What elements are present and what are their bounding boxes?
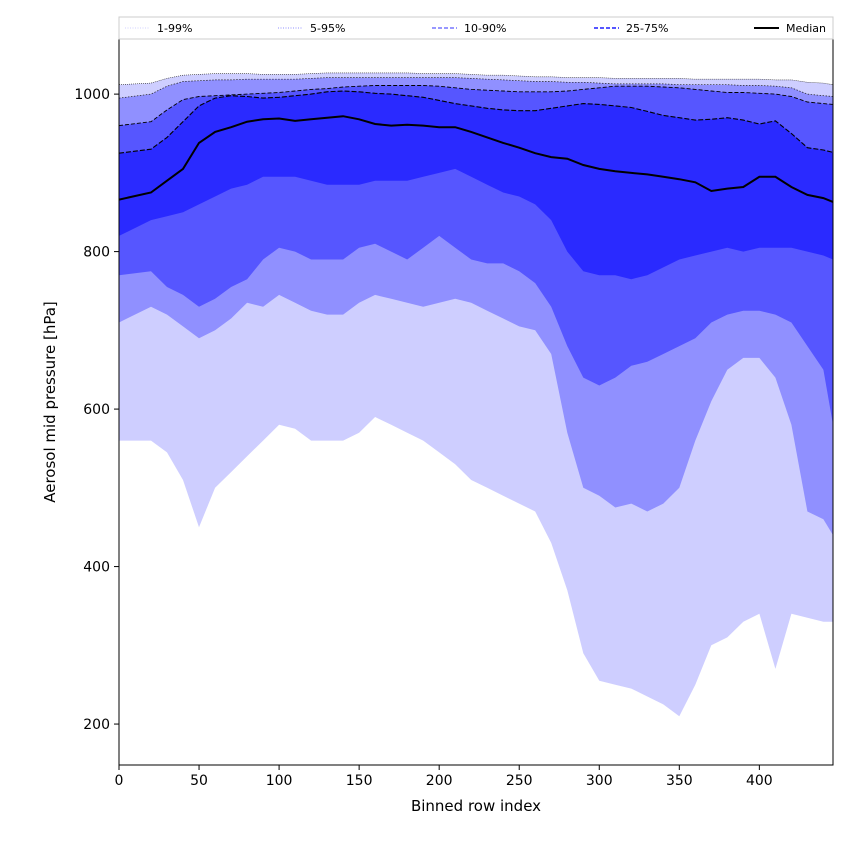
legend-label: Median [786, 22, 826, 35]
y-tick-label: 400 [83, 560, 110, 576]
series-lines [119, 72, 833, 203]
band-25-75 [119, 91, 833, 280]
upper-25-75-line [119, 90, 833, 154]
y-tick-label: 200 [83, 717, 110, 733]
legend-box [118, 16, 834, 40]
y-axis-title: Aerosol mid pressure [hPa] [41, 301, 59, 503]
percentile-bands [119, 72, 833, 717]
x-tick-label: 50 [190, 773, 208, 789]
x-axis-title: Binned row index [411, 797, 541, 815]
upper-10-90-line [119, 85, 833, 127]
median-line [119, 115, 833, 203]
x-tick-label: 300 [586, 773, 613, 789]
x-axis: 0 50 100 150 200 250 300 350 400 [115, 765, 773, 789]
x-tick-label: 400 [746, 773, 773, 789]
x-tick-label: 350 [666, 773, 693, 789]
y-tick-label: 800 [83, 245, 110, 261]
legend-label: 1-99% [157, 22, 192, 35]
x-tick-label: 100 [266, 773, 293, 789]
y-axis: 200 400 600 800 1000 [74, 87, 119, 733]
legend: 1-99% 5-95% 10-90% 25-75% Median [118, 16, 834, 40]
y-tick-label: 600 [83, 402, 110, 418]
x-tick-label: 0 [115, 773, 124, 789]
y-tick-label: 1000 [74, 87, 110, 103]
x-tick-label: 250 [506, 773, 533, 789]
legend-label: 10-90% [464, 22, 506, 35]
x-tick-label: 200 [426, 773, 453, 789]
legend-label: 5-95% [310, 22, 345, 35]
x-tick-label: 150 [346, 773, 373, 789]
upper-5-95-line [119, 77, 833, 99]
upper-1-99-line [119, 72, 833, 85]
legend-label: 25-75% [626, 22, 668, 35]
